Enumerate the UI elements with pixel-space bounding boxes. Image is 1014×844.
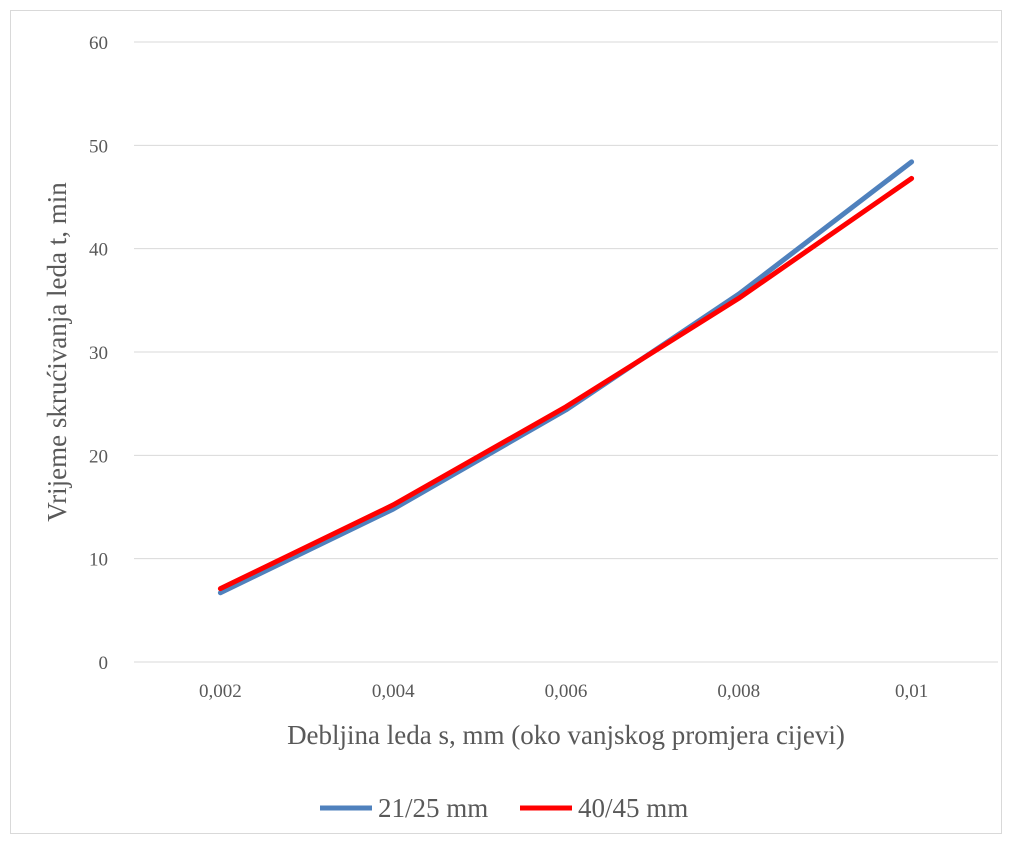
x-tick-label: 0,008: [717, 681, 760, 702]
x-axis-tick-labels: 0,002 0,004 0,006 0,008 0,01: [199, 681, 928, 702]
x-axis-title: Debljina leda s, mm (oko vanjskog promje…: [287, 720, 845, 750]
chart-area: [10, 10, 1002, 834]
y-tick-label: 60: [89, 33, 108, 54]
legend-label-2: 40/45 mm: [578, 793, 688, 823]
y-tick-label: 0: [99, 653, 109, 674]
y-axis-title: Vrijeme skrućivanja leda t, min: [42, 182, 72, 522]
series-lines: [217, 159, 915, 596]
x-tick-label: 0,002: [199, 681, 242, 702]
y-tick-label: 30: [89, 343, 108, 364]
series-line-1: [217, 159, 915, 596]
y-axis-tick-labels: 0 10 20 30 40 50 60: [89, 33, 108, 674]
y-tick-label: 10: [89, 550, 108, 571]
y-tick-label: 40: [89, 240, 108, 261]
y-tick-label: 20: [89, 446, 108, 467]
legend: 21/25 mm 40/45 mm: [320, 793, 688, 823]
x-tick-label: 0,006: [545, 681, 588, 702]
x-tick-label: 0,004: [372, 681, 415, 702]
y-tick-label: 50: [89, 136, 108, 157]
series-line-2: [217, 175, 915, 592]
legend-label-1: 21/25 mm: [378, 793, 488, 823]
x-tick-label: 0,01: [895, 681, 928, 702]
